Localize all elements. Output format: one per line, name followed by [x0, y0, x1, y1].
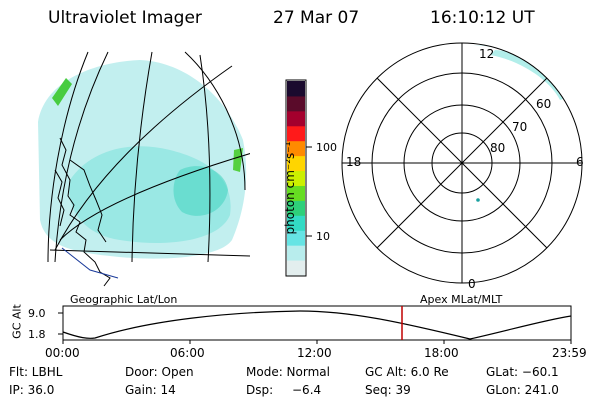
x-tick-1200: 12:00: [297, 346, 332, 360]
colorbar-stripe: [287, 230, 305, 246]
x-tick-1800: 18:00: [424, 346, 459, 360]
colorbar-stripe: [287, 125, 305, 142]
door-info: Door: Open: [125, 365, 194, 379]
time-label: 16:10:12 UT: [430, 8, 535, 28]
gain-info: Gain: 14: [125, 383, 176, 397]
colorbar-stripe: [287, 110, 305, 127]
colorbar-stripe: [287, 245, 305, 261]
altitude-curve: [62, 310, 572, 340]
colorbar-stripe: [287, 260, 305, 276]
colorbar-tick-10: 10: [316, 230, 330, 243]
x-tick-2359: 23:59: [552, 346, 587, 360]
polar-lat-80: 80: [490, 141, 506, 155]
x-tick-0000: 00:00: [45, 346, 80, 360]
polar-plot: [341, 42, 583, 284]
apex-label: Apex MLat/MLT: [420, 293, 503, 306]
polar-mlt-6: 6: [576, 155, 584, 169]
seq-info: Seq: 39: [365, 383, 411, 397]
ip-info: IP: 36.0: [9, 383, 55, 397]
altitude-timeline: [58, 305, 572, 344]
polar-lat-70: 70: [512, 120, 528, 134]
colorbar-unit-label: photon cm⁻²s⁻¹: [283, 141, 297, 235]
polar-mlt-18: 18: [346, 155, 362, 169]
colorbar-stripe: [287, 215, 305, 231]
gc-alt-axis-title: GC Alt: [10, 304, 24, 339]
geographic-image: [38, 51, 250, 287]
colorbar-stripe: [287, 155, 305, 172]
polar-mlt-0: 0: [468, 277, 476, 291]
colorbar-stripe: [287, 95, 305, 112]
x-tick-0600: 06:00: [170, 346, 205, 360]
glon-info: GLon: 241.0: [486, 383, 559, 397]
colorbar-tick-100: 100: [316, 141, 337, 154]
dsp-value: −6.4: [292, 383, 322, 397]
gc-alt-info: GC Alt: 6.0 Re: [365, 365, 449, 379]
filter-info: Flt: LBHL: [9, 365, 63, 379]
glat-info: GLat: −60.1: [486, 365, 559, 379]
colorbar-stripe: [287, 185, 305, 201]
colorbar-stripe: [287, 170, 305, 186]
dsp-label: Dsp:: [246, 383, 274, 397]
date-label: 27 Mar 07: [273, 8, 360, 28]
colorbar-stripe: [287, 81, 305, 97]
instrument-title: Ultraviolet Imager: [48, 8, 202, 28]
mode-info: Mode: Normal: [246, 365, 330, 379]
y-tick-1-8: 1.8: [28, 328, 46, 341]
colorbar: [285, 79, 312, 277]
y-tick-9: 9.0: [28, 307, 46, 320]
colorbar-stripe: [287, 140, 305, 157]
colorbar-stripe: [287, 200, 305, 216]
coastline: [54, 137, 111, 287]
polar-mlt-12: 12: [479, 47, 495, 61]
polar-lat-60: 60: [536, 97, 552, 111]
geographic-label: Geographic Lat/Lon: [70, 293, 178, 306]
